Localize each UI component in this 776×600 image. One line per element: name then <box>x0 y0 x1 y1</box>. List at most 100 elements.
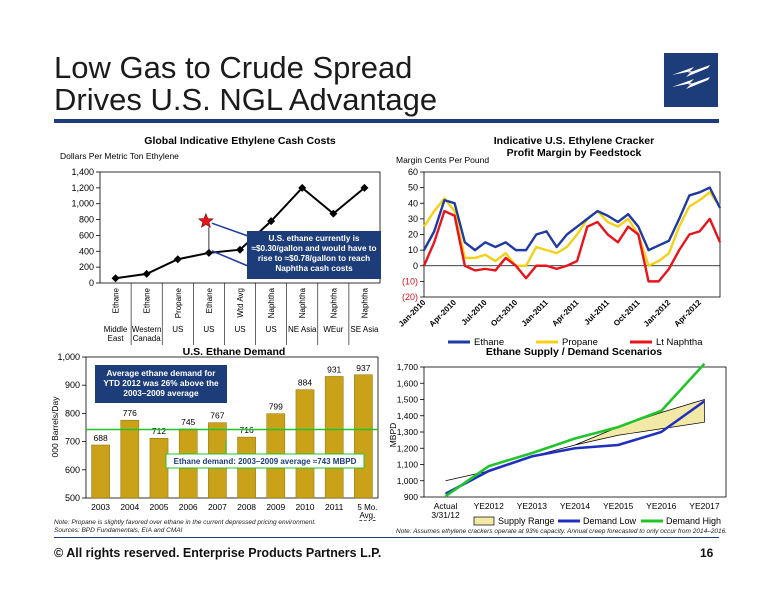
legend-label: Ethane <box>474 337 504 348</box>
x-tick-label: YE2013 <box>517 501 548 511</box>
x-tick-label: YE2014 <box>560 501 591 511</box>
x-tick-label: Ethane <box>205 287 214 313</box>
y-tick-label: 1,400 <box>397 411 419 421</box>
region-label: US <box>203 325 214 334</box>
legend-swatch <box>473 516 495 526</box>
y-tick-label: 800 <box>65 408 80 418</box>
cost-point <box>298 183 307 192</box>
x-tick-label: Oct-2011 <box>612 298 642 328</box>
x-tick-label: Ethane <box>143 287 152 313</box>
y-tick-label: (20) <box>402 292 418 302</box>
callout-text: YTD 2012 was 26% above the <box>103 378 219 388</box>
y-tick-label: 10 <box>408 245 418 255</box>
annotation-box <box>247 231 381 279</box>
demand-bar <box>120 419 140 499</box>
y-tick-label: 20 <box>408 230 418 240</box>
y-tick-label: 1,200 <box>397 443 419 453</box>
x-tick-label: Apr-2012 <box>672 298 703 329</box>
x-tick-label: Jan-2011 <box>520 298 551 329</box>
y-tick-label: 1,000 <box>71 199 94 209</box>
bar-value-label: 712 <box>152 426 166 436</box>
y-tick-label: 1,100 <box>397 460 419 470</box>
x-tick-label: YE2015 <box>603 501 634 511</box>
y-tick-label: 600 <box>65 465 80 475</box>
y-tick-label: 1,600 <box>397 378 419 388</box>
y-axis-label: MBPD <box>388 423 398 448</box>
region-label: Canada <box>133 334 162 343</box>
demand-low-line <box>444 400 706 495</box>
demand-bar <box>324 376 344 499</box>
x-tick-label: 2010 <box>296 502 315 512</box>
x-tick-label: 5 Mo. <box>357 503 377 512</box>
page-number: 16 <box>700 546 714 560</box>
bar-value-label: 745 <box>181 417 195 427</box>
callout-arrow <box>211 222 249 237</box>
ethane-demand-chart: U.S. Ethane Demand 000 Barrels/Day 500 600 7… <box>50 346 379 521</box>
cost-point <box>111 274 120 283</box>
x-tick-label: 2004 <box>120 502 139 512</box>
note-left-line-2: Sources: BPD Fundamentals, EIA and CMAI <box>54 527 183 534</box>
x-tick-label: Oct-2010 <box>489 298 520 329</box>
y-tick-label: 900 <box>404 492 418 502</box>
callout-arrow <box>211 250 249 267</box>
plot-frame <box>423 366 727 498</box>
x-tick-label: Propane <box>174 287 183 318</box>
x-tick-label: 3/31/12 <box>431 510 460 520</box>
bar-value-label: 776 <box>123 408 137 418</box>
header-rule <box>54 119 719 123</box>
x-tick-label: YE2017 <box>689 501 720 511</box>
x-tick-label: Apr-2011 <box>550 298 581 329</box>
copyright-footer: © All rights reserved. Enterprise Produc… <box>54 546 382 560</box>
x-tick-label: Naphtha <box>298 287 307 318</box>
demand-bar <box>295 389 315 499</box>
y-tick-label: 500 <box>65 493 80 503</box>
legend-label: Supply Range <box>498 516 555 526</box>
bar-value-label: 931 <box>327 364 341 374</box>
company-logo <box>664 53 718 107</box>
region-label: WEur <box>323 325 343 334</box>
y-tick-label: 700 <box>65 437 80 447</box>
region-label: NE Asia <box>288 325 317 334</box>
x-tick-label: Naphtha <box>267 287 276 318</box>
x-tick-label: Jul-2011 <box>582 298 611 327</box>
y-axis-label: Margin Cents Per Pound <box>396 155 489 165</box>
annotation-text: rise to ≈$0.78/gallon to reach <box>258 254 370 263</box>
y-tick-label: 900 <box>65 380 80 390</box>
chart-title: Ethane Supply / Demand Scenarios <box>486 346 662 358</box>
demand-bar <box>91 444 110 499</box>
cost-point <box>142 269 151 278</box>
y-tick-label: 30 <box>408 214 418 224</box>
plot-frame <box>99 171 381 284</box>
region-label: SE Asia <box>350 325 379 334</box>
annotation-text: Naphtha cash costs <box>275 264 353 273</box>
note-right: Note: Assumes ethylene crackers operate … <box>396 528 728 535</box>
bar-value-label: 767 <box>210 411 224 421</box>
x-tick-label: Actual <box>434 501 458 511</box>
demand-bar <box>149 437 169 499</box>
footer-rule <box>54 537 719 538</box>
title-line-1: Low Gas to Crude Spread <box>54 50 413 85</box>
y-tick-label: 0 <box>413 261 418 271</box>
legend-label: Propane <box>562 337 598 348</box>
y-tick-label: 600 <box>79 230 94 240</box>
annotation-text: U.S. ethane currently is <box>268 234 359 243</box>
y-tick-label: 400 <box>79 246 94 256</box>
y-tick-label: 1,000 <box>397 476 419 486</box>
x-tick-label: YE2012 <box>474 501 505 511</box>
chart-title-line-2: Profit Margin by Feedstock <box>507 147 642 159</box>
y-tick-label: 1,000 <box>57 352 80 362</box>
bar-value-label: 688 <box>94 433 108 443</box>
y-tick-label: (10) <box>402 276 418 286</box>
ethane-line <box>422 186 722 252</box>
cost-point <box>360 183 369 192</box>
region-label: Western <box>132 325 162 334</box>
x-tick-label: 2009 <box>266 502 285 512</box>
bar-value-label: 937 <box>356 363 370 373</box>
legend-label: Demand Low <box>583 516 637 526</box>
chart-title: Indicative U.S. Ethylene Cracker <box>494 135 654 147</box>
annotation-text: ≈$0.30/gallon and would have to <box>251 244 376 253</box>
x-tick-label: Apr-2010 <box>427 298 458 329</box>
region-label: East <box>108 334 125 343</box>
average-label-box <box>165 453 365 469</box>
